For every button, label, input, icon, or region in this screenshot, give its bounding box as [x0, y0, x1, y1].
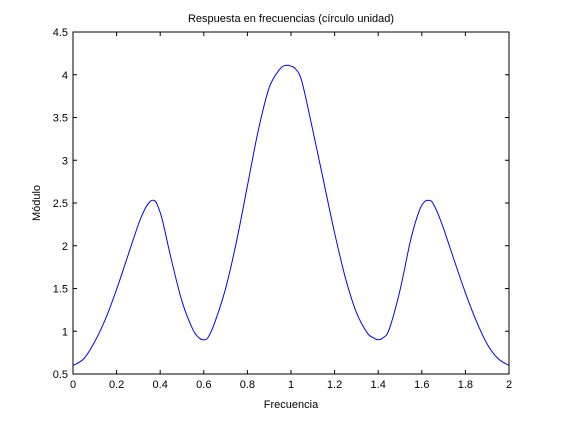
y-tick-label: 2.5 [53, 198, 68, 210]
x-tick-label: 0 [70, 379, 76, 391]
tick-labels: 0 0.2 0.4 0.6 0.8 1 1.2 1.4 1.6 1.8 2 0.5 1 1.5 2 2.5 3 3… [53, 27, 512, 391]
x-tick-label: 1.6 [414, 379, 429, 391]
y-tick-label: 1.5 [53, 284, 68, 296]
x-tick-label: 0.4 [153, 379, 168, 391]
y-tick-label: 4 [62, 70, 68, 82]
x-tick-label: 1.8 [458, 379, 473, 391]
y-tick-label: 3 [62, 155, 68, 167]
x-axis-label: Frecuencia [264, 399, 319, 411]
x-tick-label: 0.6 [196, 379, 211, 391]
y-axis-label: Módulo [31, 185, 43, 221]
chart-title: Respuesta en frecuencias (círculo unidad… [188, 13, 394, 25]
series-line-0 [72, 64, 510, 366]
axes-box [72, 31, 510, 375]
series-layer [72, 64, 510, 366]
y-tick-label: 1 [62, 326, 68, 338]
x-tick-label: 0.2 [109, 379, 124, 391]
y-tick-label: 2 [62, 241, 68, 253]
x-tick-label: 1.4 [371, 379, 386, 391]
y-tick-label: 4.5 [53, 27, 68, 39]
tick-marks [72, 31, 510, 375]
x-tick-label: 0.8 [240, 379, 255, 391]
y-tick-label: 0.5 [53, 369, 68, 381]
x-tick-label: 1.2 [327, 379, 342, 391]
y-tick-label: 3.5 [53, 113, 68, 125]
x-tick-label: 1 [288, 379, 294, 391]
x-tick-label: 2 [506, 379, 512, 391]
